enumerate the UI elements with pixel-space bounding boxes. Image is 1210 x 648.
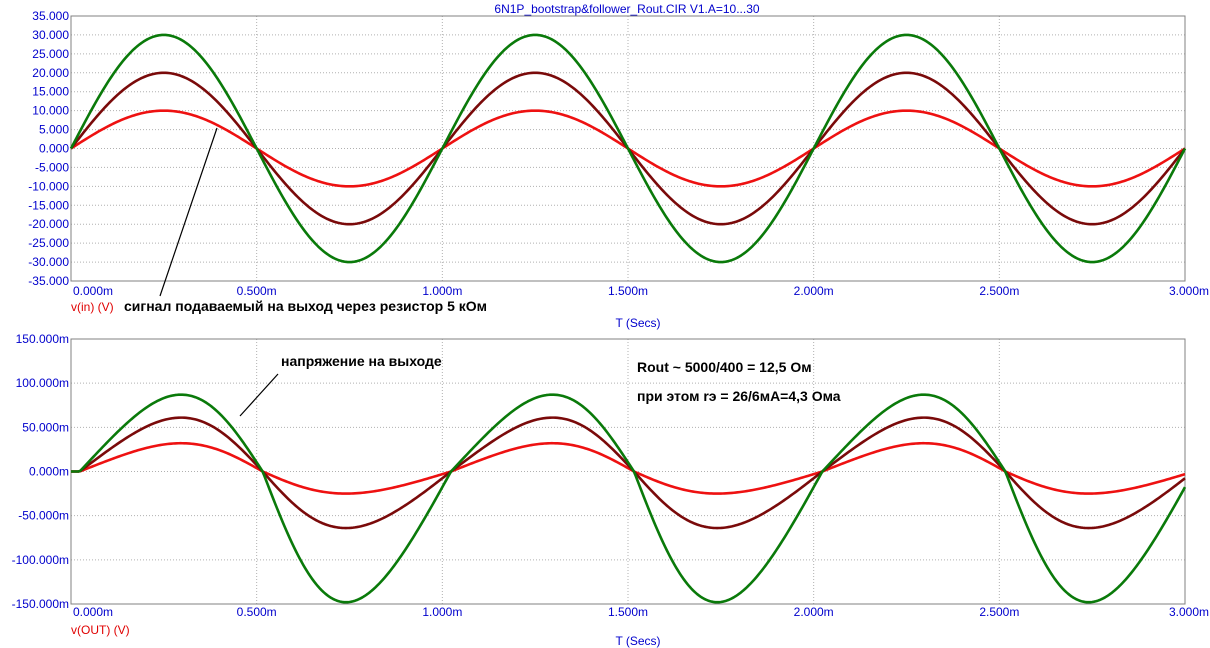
- y-tick-label: -30.000: [28, 255, 69, 269]
- y-tick-label: -5.000: [35, 160, 69, 174]
- annotation-input-signal: сигнал подаваемый на выход через резисто…: [124, 127, 487, 314]
- x-tick-label: 0.000m: [73, 284, 113, 298]
- annotation-output-text: напряжение на выходе: [281, 353, 442, 369]
- x-tick-label: 1.500m: [608, 605, 648, 619]
- x-tick-label: 2.500m: [979, 284, 1019, 298]
- annotation-output-voltage: напряжение на выходе: [239, 353, 442, 417]
- y-tick-label: 50.000m: [22, 420, 69, 434]
- x-axis-label: T (Secs): [615, 316, 660, 330]
- re-formula: при этом rэ = 26/6мА=4,3 Ома: [637, 388, 841, 404]
- x-tick-label: 0.000m: [73, 605, 113, 619]
- y-tick-label: 25.000: [32, 47, 69, 61]
- y-tick-label: 0.000: [39, 142, 69, 156]
- series-line-1: [71, 441, 1186, 495]
- y-axis-label: v(in) (V): [71, 300, 114, 314]
- x-tick-label: 2.500m: [979, 605, 1019, 619]
- x-tick-label: 3.000m: [1169, 605, 1209, 619]
- x-tick-label: 1.000m: [422, 605, 462, 619]
- window-title: 6N1P_bootstrap&follower_Rout.CIR V1.A=10…: [494, 2, 759, 16]
- y-tick-label: 0.000m: [29, 465, 69, 479]
- series-line-2: [71, 416, 1186, 530]
- y-tick-label: -10.000: [28, 179, 69, 193]
- y-tick-label: 15.000: [32, 85, 69, 99]
- y-tick-label: -20.000: [28, 217, 69, 231]
- x-tick-label: 1.000m: [422, 284, 462, 298]
- annotation-output-pointer: [239, 373, 279, 417]
- rout-formula: Rout ~ 5000/400 = 12,5 Ом: [637, 359, 812, 375]
- y-tick-label: -25.000: [28, 236, 69, 250]
- y-tick-label: 35.000: [32, 9, 69, 23]
- y-tick-label: -50.000m: [18, 509, 69, 523]
- series-line-3: [69, 33, 1187, 264]
- y-tick-label: 100.000m: [16, 376, 69, 390]
- x-tick-label: 3.000m: [1169, 284, 1209, 298]
- y-tick-label: 10.000: [32, 104, 69, 118]
- x-tick-label: 0.500m: [237, 284, 277, 298]
- annotation-input-pointer: [159, 127, 218, 297]
- series-line-3: [71, 393, 1187, 604]
- y-tick-label: -15.000: [28, 198, 69, 212]
- y-tick-label: 30.000: [32, 28, 69, 42]
- y-tick-label: 20.000: [32, 66, 69, 80]
- output-voltage-plot: 150.000m 100.000m 50.000m 0.000m -50.000m -10…: [12, 332, 1209, 648]
- x-tick-label: 2.000m: [794, 284, 834, 298]
- x-tick-label: 2.000m: [794, 605, 834, 619]
- y-tick-label: 5.000: [39, 123, 69, 137]
- x-axis-label: T (Secs): [615, 634, 660, 648]
- y-tick-label: 150.000m: [16, 332, 69, 346]
- annotation-input-text: сигнал подаваемый на выход через резисто…: [124, 298, 487, 314]
- y-tick-label: -150.000m: [12, 597, 69, 611]
- input-voltage-plot: 35.000 30.000 25.000 20.000 15.000 10.000 5.00…: [28, 9, 1209, 330]
- x-tick-label: 0.500m: [237, 605, 277, 619]
- y-tick-label: -100.000m: [12, 553, 69, 567]
- x-tick-label: 1.500m: [608, 284, 648, 298]
- y-axis-label: v(OUT) (V): [71, 623, 130, 637]
- y-tick-label: -35.000: [28, 274, 69, 288]
